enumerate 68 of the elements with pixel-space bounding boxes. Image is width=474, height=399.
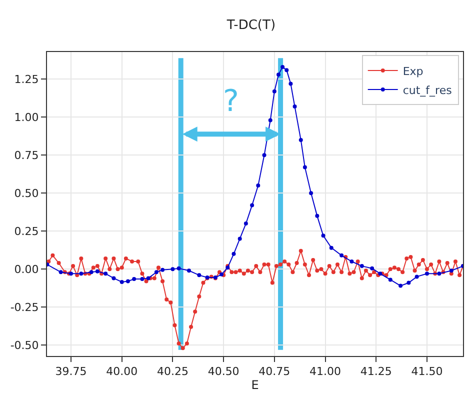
legend-label: Exp: [402, 64, 424, 78]
point: [321, 234, 326, 238]
x-tick-label: 40.75: [258, 365, 290, 378]
y-tick-label: -0.50: [10, 338, 39, 352]
point: [315, 214, 320, 218]
point: [126, 279, 130, 284]
point: [406, 280, 411, 285]
y-tick-label: 0.50: [14, 186, 39, 200]
point: [112, 276, 116, 280]
point: [424, 272, 429, 276]
point: [292, 104, 297, 109]
point: [120, 280, 124, 284]
point: [69, 272, 73, 276]
point: [250, 203, 254, 208]
y-tick-label: 0.25: [14, 224, 39, 238]
point: [329, 246, 334, 250]
x-tick-label: 41.25: [360, 365, 392, 378]
point: [132, 276, 136, 281]
y-tick-label: 0.75: [14, 149, 39, 162]
x-tick-label: 41.00: [310, 365, 342, 378]
point: [154, 270, 158, 274]
y-tick-label: 1.25: [14, 73, 39, 86]
legend-label: cut_f_res: [402, 84, 452, 97]
point: [58, 270, 63, 274]
point: [104, 272, 108, 276]
point: [186, 268, 191, 273]
point: [280, 65, 285, 70]
point: [284, 68, 289, 72]
y-tick-label: -0.25: [10, 300, 39, 314]
y-tick-label: 0.00: [14, 262, 39, 276]
point: [268, 118, 272, 122]
line-series: [47, 65, 463, 288]
x-tick-label: 40.25: [156, 365, 188, 378]
y-tick-label: 1.00: [14, 111, 39, 124]
point: [288, 82, 293, 86]
point: [302, 165, 307, 170]
x-tick-label: 39.75: [55, 365, 87, 378]
x-tick-label: 41.50: [411, 365, 443, 378]
point: [140, 276, 144, 281]
point: [449, 268, 454, 273]
x-tick-label: 40.50: [208, 365, 240, 378]
point: [398, 284, 403, 288]
point: [256, 184, 260, 188]
point: [95, 269, 100, 274]
point: [170, 267, 175, 272]
point: [414, 274, 419, 279]
point: [238, 236, 242, 241]
point: [244, 222, 248, 226]
point: [262, 153, 266, 158]
x-tick-label: 40.00: [106, 365, 138, 378]
point: [160, 268, 165, 272]
point: [197, 273, 202, 278]
point: [340, 253, 344, 258]
point: [79, 272, 84, 276]
point: [388, 278, 392, 282]
point: [232, 252, 236, 256]
point: [350, 260, 354, 264]
x-axis-title: E: [251, 378, 259, 392]
point: [437, 272, 442, 276]
point: [360, 264, 364, 268]
point: [298, 138, 303, 142]
chart-title: T-DC(T): [226, 18, 276, 34]
annotation: ?: [223, 84, 239, 119]
point: [176, 266, 181, 270]
point: [272, 89, 276, 94]
point: [309, 191, 314, 196]
point: [276, 72, 280, 77]
point: [370, 266, 374, 270]
